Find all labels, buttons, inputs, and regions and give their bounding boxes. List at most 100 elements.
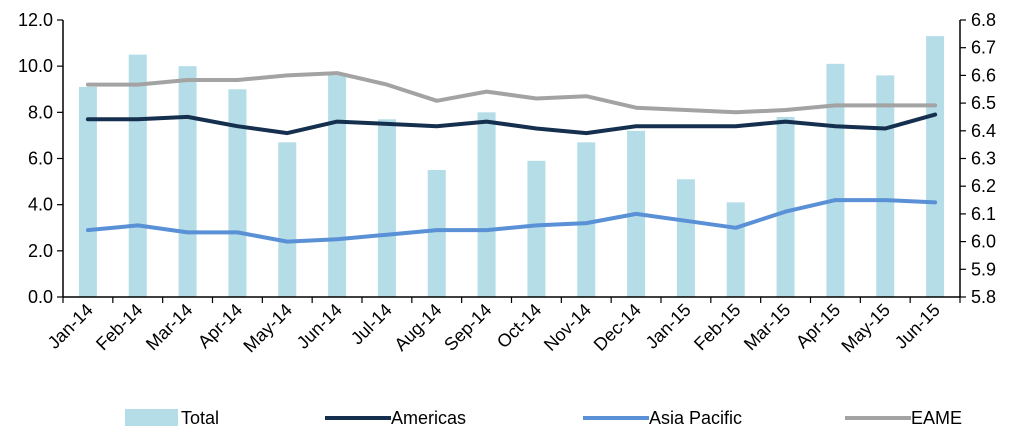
bar-total-17 [926,36,945,298]
x-category-label-12: Jan-15 [642,300,695,353]
bar-total-4 [278,142,297,297]
x-category-label-14: Mar-15 [740,300,794,354]
point-asia-pacific-15 [834,199,836,201]
point-americas-14 [785,121,787,123]
point-asia-pacific-1 [137,224,139,226]
bar-total-14 [776,116,795,297]
x-category-label-7: Aug-14 [390,300,445,355]
legend-swatch-total [125,409,178,426]
bar-total-16 [876,75,895,298]
right-tick-label-1: 5.9 [971,259,996,279]
point-eame-10 [585,95,587,97]
bar-total-5 [328,75,347,298]
point-eame-1 [137,84,139,86]
x-category-label-9: Oct-14 [493,300,545,352]
left-tick-label-1: 2.0 [28,241,53,261]
point-eame-11 [635,107,637,109]
point-eame-7 [436,100,438,102]
line-asia-pacific [85,198,938,244]
left-tick-label-4: 8.0 [28,102,53,122]
bar-total-9 [527,160,546,297]
x-category-label-1: Feb-14 [92,300,146,354]
x-category-label-13: Feb-15 [690,300,744,354]
bar-total-0 [78,86,97,297]
x-category-label-10: Nov-14 [540,300,595,355]
point-americas-1 [137,118,139,120]
right-tick-label-10: 6.8 [971,10,996,30]
x-category-label-8: Sep-14 [440,300,495,355]
point-asia-pacific-11 [635,213,637,215]
bar-total-12 [676,179,695,297]
point-americas-0 [87,118,89,120]
bar-total-8 [477,112,496,297]
point-eame-4 [286,74,288,76]
point-eame-9 [535,97,537,99]
line-eame [85,71,938,115]
x-category-label-6: Jul-14 [347,300,396,349]
point-eame-0 [87,84,89,86]
bar-total-6 [377,119,396,297]
point-eame-14 [785,109,787,111]
x-category-label-15: Apr-15 [792,300,844,352]
right-tick-label-9: 6.7 [971,38,996,58]
point-americas-3 [236,125,238,127]
tick-labels-group: 0.0 2.0 4.0 6.0 8.0 10.0 12.0 5.8 5.9 6.0 6.1 6.2 6.… [18,10,996,356]
point-eame-16 [884,104,886,106]
point-eame-13 [735,111,737,113]
left-tick-label-5: 10.0 [18,56,53,76]
right-tick-label-5: 6.3 [971,149,996,169]
right-tick-label-7: 6.5 [971,93,996,113]
bar-total-7 [427,170,446,297]
x-category-label-4: May-14 [239,300,296,357]
point-asia-pacific-16 [884,199,886,201]
point-asia-pacific-0 [87,229,89,231]
point-americas-16 [884,127,886,129]
point-eame-8 [486,91,488,93]
point-americas-10 [585,132,587,134]
point-eame-17 [934,104,936,106]
point-asia-pacific-5 [336,238,338,240]
legend: Total Americas Asia Pacific EAME [125,408,962,428]
point-eame-2 [187,79,189,81]
x-category-label-2: Mar-14 [142,300,196,354]
right-tick-label-4: 6.2 [971,176,996,196]
point-americas-15 [834,125,836,127]
point-asia-pacific-6 [386,234,388,236]
bar-series-group [78,36,945,298]
point-americas-13 [735,125,737,127]
point-asia-pacific-3 [236,231,238,233]
point-americas-12 [685,125,687,127]
x-category-label-16: May-15 [837,300,894,357]
bar-total-15 [826,63,845,297]
x-category-label-5: Jun-14 [293,300,346,353]
point-asia-pacific-9 [535,224,537,226]
x-category-label-17: Jun-15 [891,300,944,353]
x-category-label-11: Dec-14 [590,300,645,355]
bar-total-2 [178,66,197,298]
point-asia-pacific-10 [585,222,587,224]
left-tick-label-6: 12.0 [18,10,53,30]
legend-label-asia-pacific: Asia Pacific [649,408,742,428]
point-americas-2 [187,116,189,118]
right-tick-label-0: 5.8 [971,287,996,307]
line-americas [85,112,938,136]
point-americas-6 [386,123,388,125]
legend-label-total: Total [181,408,219,428]
right-tick-label-3: 6.1 [971,204,996,224]
point-americas-17 [934,114,936,116]
right-tick-label-6: 6.4 [971,121,996,141]
right-tick-label-8: 6.6 [971,65,996,85]
point-asia-pacific-8 [486,229,488,231]
point-asia-pacific-14 [785,211,787,213]
bar-total-1 [128,54,147,297]
point-asia-pacific-4 [286,241,288,243]
x-category-label-0: Jan-14 [44,300,97,353]
left-tick-label-0: 0.0 [28,287,53,307]
x-category-label-3: Apr-14 [194,300,246,352]
point-eame-3 [236,79,238,81]
point-americas-4 [286,132,288,134]
legend-label-americas: Americas [391,408,466,428]
point-americas-7 [436,125,438,127]
